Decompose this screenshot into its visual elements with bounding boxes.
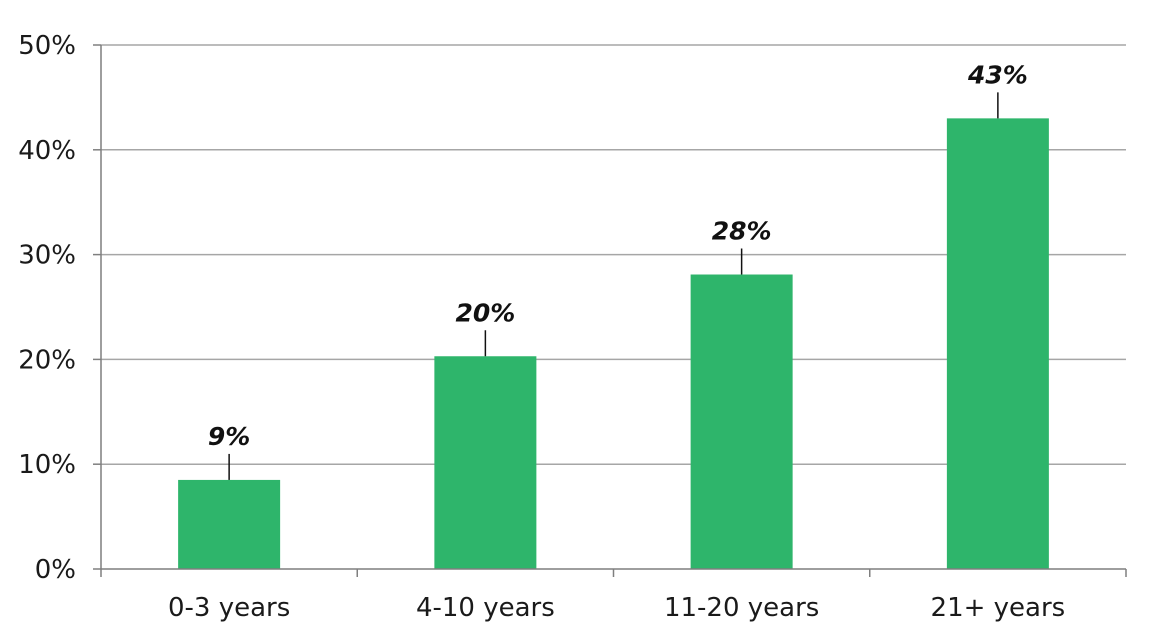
axes: [93, 44, 1127, 577]
bar: [946, 118, 1049, 570]
data-label: 28%: [712, 217, 772, 246]
labels: 0% 10% 20% 30% 40% 50% 9% 0-3 years 20% 4-10 year…: [18, 31, 1065, 623]
data-label: 20%: [455, 298, 515, 327]
y-tick-label: 10%: [18, 450, 76, 480]
y-tick-label: 30%: [18, 241, 76, 271]
x-category-label: 0-3 years: [168, 593, 290, 623]
bar: [434, 356, 537, 569]
x-category-label: 21+ years: [931, 593, 1066, 623]
data-label: 43%: [967, 60, 1028, 89]
data-label: 9%: [208, 422, 250, 451]
x-category-label: 4-10 years: [416, 593, 555, 623]
y-tick-label: 0%: [35, 555, 76, 585]
bar: [178, 479, 281, 569]
y-tick-label: 50%: [18, 31, 76, 61]
bars: [178, 92, 1049, 570]
y-tick-label: 40%: [18, 136, 76, 166]
bar: [690, 274, 793, 569]
x-category-label: 11-20 years: [664, 593, 819, 623]
y-tick-label: 20%: [18, 345, 76, 375]
